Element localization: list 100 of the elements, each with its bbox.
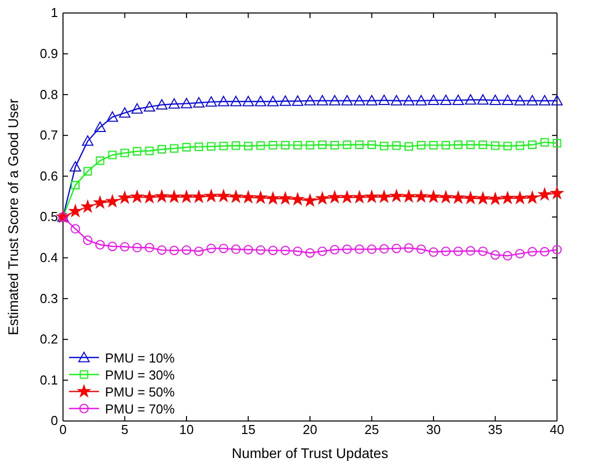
point	[342, 140, 352, 149]
point	[454, 246, 463, 256]
point	[69, 204, 82, 217]
point	[280, 246, 290, 256]
point	[131, 103, 143, 114]
point	[254, 191, 267, 204]
point	[304, 95, 316, 106]
point	[168, 190, 180, 202]
point	[192, 190, 206, 202]
point	[106, 195, 119, 207]
point	[440, 190, 452, 203]
point	[242, 96, 254, 106]
x-tick-label: 15	[241, 422, 256, 438]
point	[392, 244, 402, 254]
point	[230, 96, 242, 106]
point	[180, 190, 193, 202]
point	[256, 245, 266, 255]
point	[528, 140, 536, 149]
point	[367, 244, 376, 254]
point	[514, 192, 526, 204]
point	[94, 196, 106, 208]
point	[330, 140, 339, 150]
point	[476, 192, 490, 204]
point	[452, 191, 464, 204]
point	[268, 140, 278, 150]
point	[219, 142, 228, 150]
x-tick-label: 35	[488, 422, 502, 438]
point	[502, 94, 514, 106]
point	[489, 192, 502, 204]
point	[207, 142, 216, 151]
point	[268, 246, 278, 256]
point	[291, 192, 304, 205]
point	[130, 190, 144, 202]
point	[281, 140, 290, 150]
y-tick-label: 1	[50, 5, 58, 20]
point	[353, 190, 366, 203]
point	[514, 95, 526, 106]
point	[156, 190, 168, 202]
point	[231, 244, 241, 254]
point	[403, 95, 414, 106]
point	[169, 246, 179, 256]
point	[390, 95, 402, 106]
point	[551, 95, 563, 106]
x-axis-title: Number of Trust Updates	[232, 445, 388, 461]
point	[404, 142, 413, 151]
point	[293, 140, 302, 150]
point	[354, 95, 366, 106]
point	[106, 111, 118, 122]
legend-label: PMU = 10%	[105, 350, 176, 366]
y-axis-title: Estimated Trust Score of a Good User	[5, 98, 21, 336]
point	[428, 247, 438, 257]
point	[83, 236, 92, 245]
point	[82, 135, 94, 146]
point	[96, 156, 104, 165]
point	[95, 240, 105, 250]
x-tick-label: 30	[426, 422, 441, 438]
y-tick-label: 0.8	[40, 86, 58, 102]
point	[168, 98, 180, 109]
point	[378, 190, 390, 202]
point	[466, 246, 476, 256]
point	[156, 99, 168, 110]
point	[491, 141, 500, 150]
x-tick-label: 5	[121, 422, 128, 438]
point	[501, 192, 514, 204]
point	[108, 242, 118, 252]
point	[366, 95, 378, 106]
point	[416, 244, 426, 254]
point	[180, 98, 192, 108]
point	[318, 246, 328, 256]
point	[355, 140, 364, 149]
point	[477, 94, 489, 105]
x-tick-label: 10	[179, 422, 194, 438]
point	[378, 94, 390, 106]
point	[502, 251, 512, 260]
point	[538, 95, 550, 106]
point	[526, 95, 538, 106]
point	[414, 190, 428, 202]
point	[242, 190, 254, 203]
point	[503, 142, 512, 150]
point	[143, 190, 156, 203]
y-tick-label: 0.2	[40, 332, 58, 347]
y-tick-label: 0.7	[40, 128, 58, 143]
point	[466, 140, 475, 149]
point	[280, 95, 291, 106]
point	[132, 147, 142, 156]
point	[205, 190, 218, 202]
point	[218, 244, 228, 254]
point	[108, 150, 117, 160]
point	[354, 244, 364, 254]
point	[182, 143, 191, 152]
y-tick-label: 0.6	[40, 168, 58, 184]
point	[306, 140, 314, 150]
point	[316, 95, 328, 106]
point	[552, 244, 562, 254]
point	[442, 140, 450, 150]
point	[490, 250, 500, 260]
point	[316, 192, 329, 204]
point	[145, 146, 154, 156]
y-tick-label: 0.1	[40, 372, 58, 388]
point	[540, 138, 549, 147]
